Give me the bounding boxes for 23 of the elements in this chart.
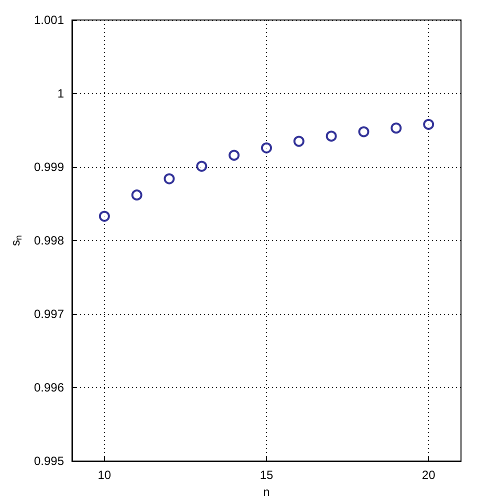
y-tick-label: 1 <box>57 86 64 101</box>
x-axis-title: n <box>263 485 270 499</box>
y-tick-label: 0.996 <box>34 380 64 395</box>
y-tick-label: 1.001 <box>34 13 64 27</box>
point <box>164 173 175 184</box>
y-tick-label: 0.997 <box>34 307 64 322</box>
y-tick-label: 0.999 <box>34 160 64 174</box>
point <box>293 136 304 147</box>
point <box>261 142 272 154</box>
point <box>358 126 370 138</box>
point <box>196 160 208 172</box>
point <box>98 210 110 222</box>
point <box>423 118 434 130</box>
point <box>326 130 337 142</box>
y-tick-label: 0.995 <box>34 454 64 468</box>
y-tick-label: 0.998 <box>34 234 64 248</box>
x-tick-label: 10 <box>98 468 112 482</box>
point <box>228 150 240 161</box>
x-tick-label: 20 <box>422 468 436 482</box>
x-tick-label: 15 <box>260 468 274 482</box>
point <box>390 122 402 134</box>
point <box>131 189 142 200</box>
y-axis-title: sn <box>8 235 24 246</box>
